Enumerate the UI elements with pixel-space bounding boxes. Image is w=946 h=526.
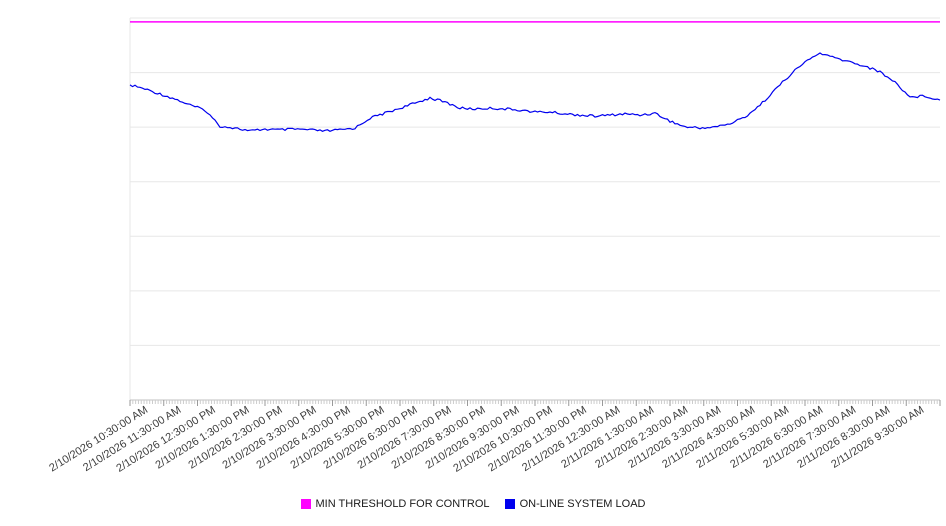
x-axis-label: 2/10/2026 8:30:00 PM [389,404,488,472]
x-axis-label: 2/10/2026 9:30:00 PM [422,404,522,472]
legend: MIN THRESHOLD FOR CONTROL ON-LINE SYSTEM… [0,498,946,510]
x-axis-label: 2/11/2026 5:30:00 AM [694,404,792,471]
x-axis-label: 2/10/2026 1:30:00 PM [152,404,252,472]
x-axis-label: 2/10/2026 3:30:00 PM [220,404,319,472]
x-axis-label: 2/10/2026 10:30:00 PM [451,404,555,475]
x-axis-label: 2/11/2026 7:30:00 AM [761,404,859,471]
x-axis-label: 2/10/2026 7:30:00 PM [355,404,454,472]
x-axis-label: 2/11/2026 2:30:00 AM [592,404,690,471]
x-axis-label: 2/11/2026 6:30:00 AM [727,404,825,471]
online-system-load-line [129,52,941,132]
x-axis-label: 2/11/2026 9:30:00 AM [829,404,927,471]
x-axis-label: 2/10/2026 2:30:00 PM [186,404,285,472]
x-axis-label: 2/11/2026 12:30:00 AM [520,404,623,475]
x-axis-label: 2/10/2026 11:30:00 PM [485,404,589,475]
x-axis-label: 2/11/2026 8:30:00 AM [795,404,893,471]
x-axis-label: 2/10/2026 11:30:00 AM [81,404,184,475]
x-axis-label: 2/10/2026 12:30:00 PM [114,404,218,475]
plot-area [129,17,941,406]
min-threshold-swatch-icon [300,499,311,510]
x-axis-label: 2/10/2026 10:30:00 AM [47,404,150,475]
x-axis-label: 2/11/2026 1:30:00 AM [559,404,657,471]
online-system-load-swatch-icon [504,499,515,510]
legend-label-min-threshold: MIN THRESHOLD FOR CONTROL [315,498,490,511]
x-axis-label: 2/11/2026 4:30:00 AM [660,404,758,471]
x-axis-label: 2/10/2026 5:30:00 PM [287,404,387,472]
legend-item-min-threshold: MIN THRESHOLD FOR CONTROL [300,498,490,511]
legend-label-online-system-load: ON-LINE SYSTEM LOAD [519,498,646,511]
x-axis-label: 2/10/2026 6:30:00 PM [321,404,420,472]
legend-item-online-system-load: ON-LINE SYSTEM LOAD [504,498,646,511]
x-axis-label: 2/10/2026 4:30:00 PM [254,404,353,472]
x-axis-label: 2/11/2026 3:30:00 AM [626,404,724,471]
